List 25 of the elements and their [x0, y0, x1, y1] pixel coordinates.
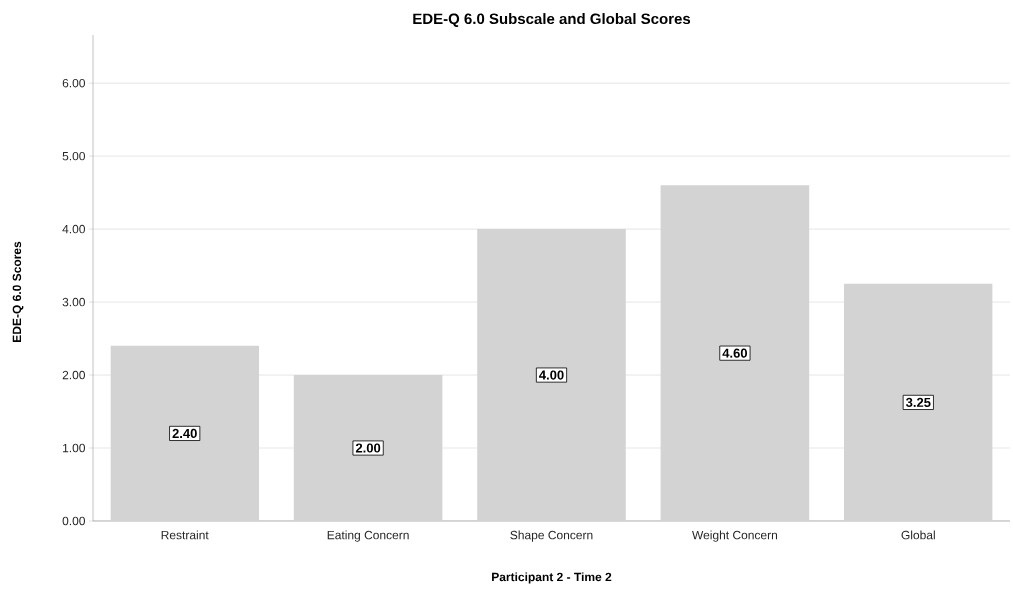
x-tick-label: Global — [901, 530, 935, 540]
bar — [660, 185, 810, 521]
x-tick-label: Restraint — [161, 530, 209, 540]
y-axis-title: EDE-Q 6.0 Scores — [12, 241, 24, 342]
chart-title: EDE-Q 6.0 Subscale and Global Scores — [413, 13, 691, 27]
bar — [110, 345, 259, 521]
y-tick-label: 4.00 — [62, 224, 86, 234]
data-label: 4.60 — [722, 348, 748, 358]
y-tick-label: 3.00 — [62, 297, 86, 307]
x-axis-title: Participant 2 - Time 2 — [492, 572, 612, 584]
data-label: 2.00 — [355, 443, 381, 453]
bar — [844, 283, 993, 521]
x-tick-label: Eating Concern — [327, 530, 409, 542]
x-tick-label: Shape Concern — [510, 530, 593, 542]
y-tick-label: 5.00 — [62, 151, 86, 161]
data-label: 3.25 — [905, 397, 931, 408]
y-tick-label: 1.00 — [63, 443, 86, 453]
x-tick-label: Weight Concern — [692, 530, 778, 542]
data-label: 2.40 — [172, 428, 197, 439]
bar — [293, 375, 443, 521]
y-tick-label: 0.00 — [62, 516, 86, 526]
data-label: 4.00 — [539, 370, 564, 380]
y-tick-label: 2.00 — [62, 370, 86, 380]
bar — [477, 229, 626, 521]
y-tick-label: 6.00 — [62, 78, 86, 88]
